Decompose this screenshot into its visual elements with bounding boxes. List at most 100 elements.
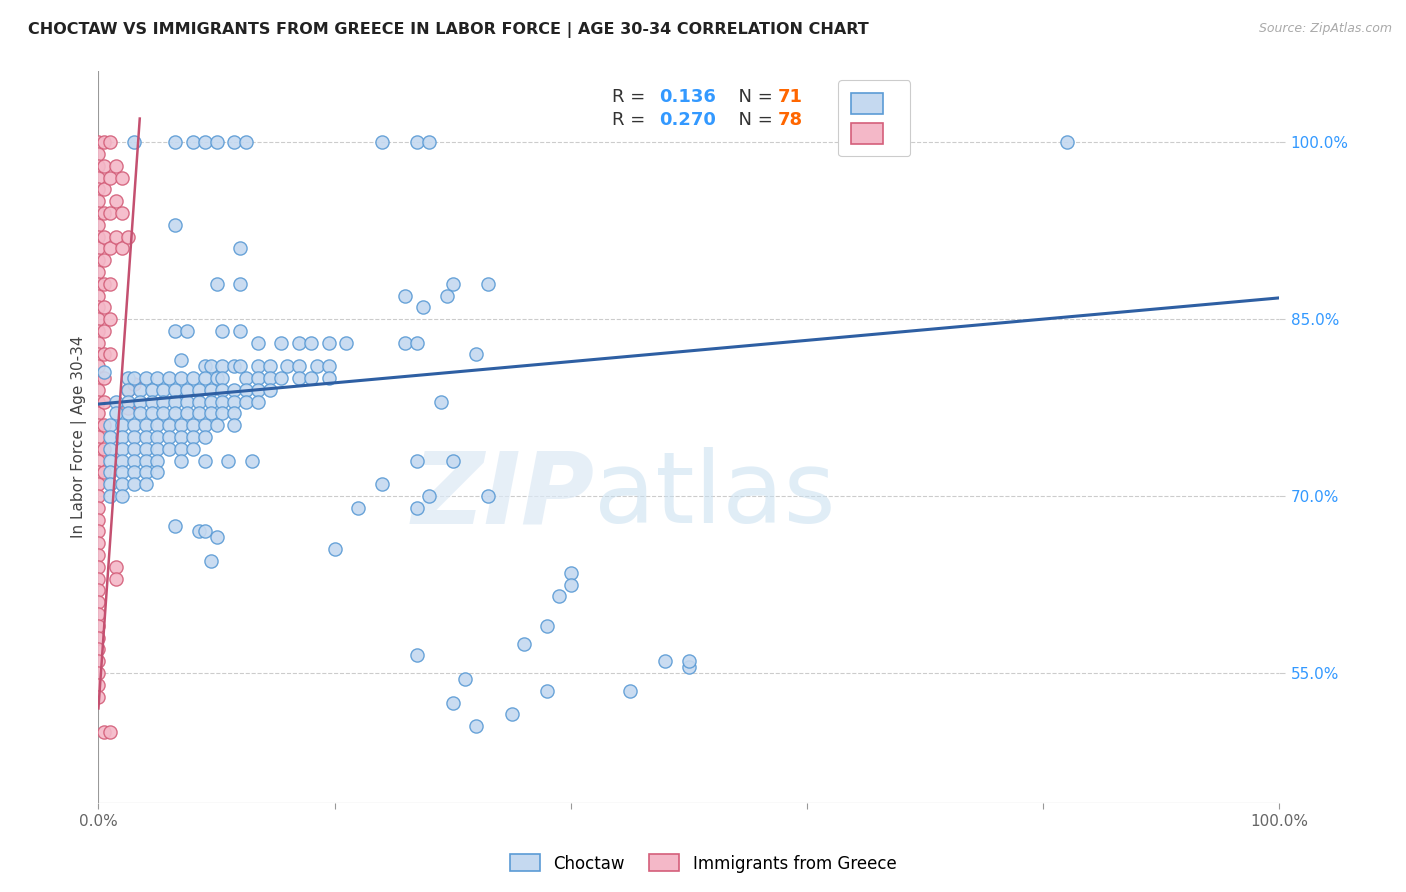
Point	[98, 466, 121, 480]
Point	[465, 719, 488, 733]
Point	[111, 170, 134, 185]
Point	[200, 359, 222, 374]
Point	[187, 394, 209, 409]
Point	[93, 324, 115, 338]
Point	[246, 394, 269, 409]
Point	[224, 407, 246, 421]
Point	[181, 135, 204, 149]
Point	[87, 453, 110, 467]
Point	[87, 559, 110, 574]
Text: 71: 71	[778, 88, 803, 106]
Point	[111, 206, 134, 220]
Point	[305, 359, 328, 374]
Point	[246, 383, 269, 397]
Point	[105, 559, 128, 574]
Point	[224, 135, 246, 149]
Point	[259, 383, 281, 397]
Point	[224, 383, 246, 397]
Point	[200, 394, 222, 409]
Text: atlas: atlas	[595, 447, 837, 544]
Point	[441, 696, 464, 710]
Point	[111, 442, 134, 456]
Point	[135, 430, 157, 444]
Point	[87, 253, 110, 268]
Point	[259, 371, 281, 385]
Point	[87, 394, 110, 409]
Point	[146, 466, 169, 480]
Point	[105, 194, 128, 208]
Point	[87, 265, 110, 279]
Point	[98, 725, 121, 739]
Point	[87, 335, 110, 350]
Point	[194, 359, 217, 374]
Text: CHOCTAW VS IMMIGRANTS FROM GREECE IN LABOR FORCE | AGE 30-34 CORRELATION CHART: CHOCTAW VS IMMIGRANTS FROM GREECE IN LAB…	[28, 22, 869, 38]
Point	[105, 159, 128, 173]
Point	[146, 453, 169, 467]
Point	[318, 335, 340, 350]
Point	[122, 466, 145, 480]
Point	[235, 135, 257, 149]
Point	[117, 229, 139, 244]
Point	[276, 359, 298, 374]
Point	[87, 477, 110, 491]
Point	[128, 407, 150, 421]
Point	[246, 359, 269, 374]
Point	[211, 394, 233, 409]
Point	[146, 442, 169, 456]
Point	[93, 182, 115, 196]
Point	[211, 407, 233, 421]
Point	[111, 241, 134, 255]
Point	[406, 500, 429, 515]
Point	[270, 335, 292, 350]
Point	[98, 170, 121, 185]
Point	[270, 371, 292, 385]
Point	[146, 430, 169, 444]
Point	[117, 371, 139, 385]
Point	[453, 672, 475, 686]
Point	[98, 241, 121, 255]
Point	[501, 707, 523, 722]
Point	[87, 442, 110, 456]
Point	[93, 418, 115, 433]
Point	[211, 383, 233, 397]
Point	[122, 430, 145, 444]
Point	[176, 394, 198, 409]
Point	[560, 566, 582, 580]
Point	[93, 229, 115, 244]
Point	[436, 288, 458, 302]
Point	[141, 383, 163, 397]
Point	[229, 324, 252, 338]
Point	[194, 453, 217, 467]
Point	[170, 442, 193, 456]
Point	[87, 548, 110, 562]
Point	[181, 371, 204, 385]
Point	[157, 371, 180, 385]
Point	[394, 335, 416, 350]
Point	[87, 170, 110, 185]
Text: R =: R =	[612, 112, 651, 129]
Point	[205, 418, 228, 433]
Point	[205, 530, 228, 544]
Point	[152, 394, 174, 409]
Point	[678, 660, 700, 674]
Point	[217, 453, 239, 467]
Point	[246, 335, 269, 350]
Point	[194, 135, 217, 149]
Point	[93, 725, 115, 739]
Point	[98, 453, 121, 467]
Point	[87, 194, 110, 208]
Point	[157, 430, 180, 444]
Point	[98, 477, 121, 491]
Point	[87, 359, 110, 374]
Point	[87, 288, 110, 302]
Point	[165, 324, 187, 338]
Point	[111, 489, 134, 503]
Point	[318, 359, 340, 374]
Point	[157, 418, 180, 433]
Text: N =: N =	[727, 112, 779, 129]
Point	[477, 489, 499, 503]
Point	[135, 418, 157, 433]
Point	[111, 453, 134, 467]
Point	[128, 394, 150, 409]
Point	[117, 383, 139, 397]
